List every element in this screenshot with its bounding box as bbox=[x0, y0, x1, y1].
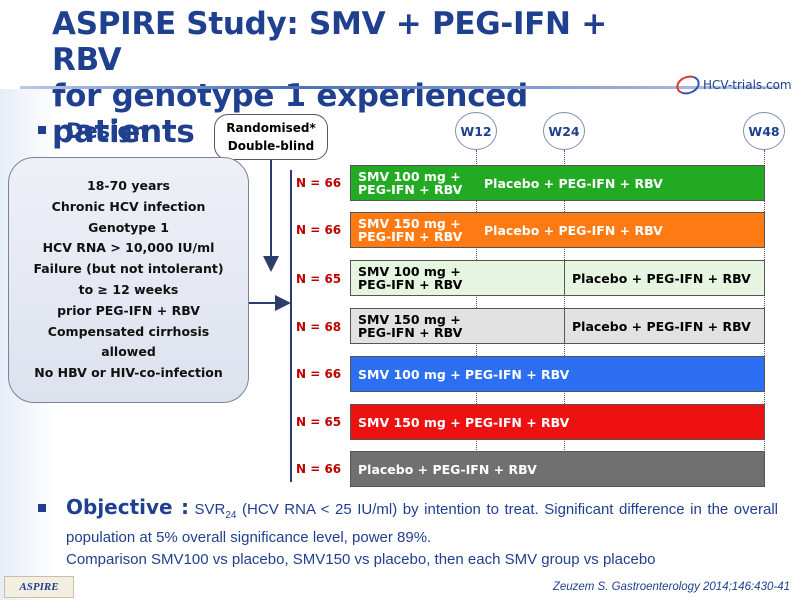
timepoint-w48: W48 bbox=[743, 112, 785, 150]
design-heading: Design bbox=[66, 119, 148, 143]
inclusion-criteria-box: 18-70 years Chronic HCV infection Genoty… bbox=[8, 157, 249, 403]
arm-7-n: N = 66 bbox=[296, 462, 342, 476]
hcv-trials-logo: HCV-trials.com bbox=[673, 72, 792, 98]
criteria-item: Compensated cirrhosis bbox=[47, 323, 210, 339]
criteria-item: 18-70 years bbox=[87, 178, 170, 193]
arm-7-bar: Placebo + PEG-IFN + RBV bbox=[350, 451, 765, 487]
randomisation-box: Randomised* Double-blind bbox=[214, 114, 328, 160]
study-tag: ASPIRE bbox=[4, 576, 74, 598]
randomised-label: Randomised* bbox=[226, 121, 316, 135]
arm-2-segment-2: Placebo + PEG-IFN + RBV bbox=[484, 222, 663, 238]
arm-4-seg1-line1: SMV 150 mg + bbox=[358, 312, 461, 327]
logo-text: HCV-trials.com bbox=[703, 78, 792, 92]
criteria-item: prior PEG-IFN + RBV bbox=[57, 302, 200, 318]
objective-svr-subscript: 24 bbox=[225, 510, 237, 521]
arm-5-segment-1: SMV 100 mg + PEG-IFN + RBV bbox=[358, 366, 570, 382]
arm-2-bar: SMV 150 mg + PEG-IFN + RBV Placebo + PEG… bbox=[350, 212, 765, 248]
arm-4-segment-2: Placebo + PEG-IFN + RBV bbox=[572, 318, 751, 334]
arm-6-bar: SMV 150 mg + PEG-IFN + RBV bbox=[350, 404, 765, 440]
arm-3-bar: SMV 100 mg + PEG-IFN + RBV Placebo + PEG… bbox=[350, 260, 765, 296]
objective-description: (HCV RNA < 25 IU/ml) by intention to tre… bbox=[66, 501, 778, 546]
timepoint-w12: W12 bbox=[455, 112, 497, 150]
criteria-item: allowed bbox=[101, 344, 156, 360]
arm-3-n: N = 65 bbox=[296, 272, 342, 286]
arm-2-seg1-line1: SMV 150 mg + bbox=[358, 216, 461, 231]
criteria-item: No HBV or HIV-co-infection bbox=[34, 365, 223, 381]
arm-5-bar: SMV 100 mg + PEG-IFN + RBV bbox=[350, 356, 765, 392]
arm-1-n: N = 66 bbox=[296, 176, 342, 190]
arm-2-n: N = 66 bbox=[296, 223, 342, 237]
arm-1-seg1-line2: PEG-IFN + RBV bbox=[358, 182, 463, 197]
timepoint-w24: W24 bbox=[543, 112, 585, 150]
arm-1-segment-2: Placebo + PEG-IFN + RBV bbox=[484, 175, 663, 191]
arm-4-seg1-line2: PEG-IFN + RBV bbox=[358, 325, 463, 340]
slide-title: ASPIRE Study: SMV + PEG-IFN + RBV for ge… bbox=[52, 6, 672, 150]
criteria-item: Genotype 1 bbox=[88, 219, 169, 235]
bullet-icon bbox=[38, 126, 46, 134]
criteria-item: Failure (but not intolerant) bbox=[33, 261, 224, 277]
arm-1-seg1-line1: SMV 100 mg + bbox=[358, 169, 461, 184]
criteria-item: HCV RNA > 10,000 IU/ml bbox=[42, 240, 215, 256]
double-blind-label: Double-blind bbox=[227, 139, 315, 153]
arm-2-seg1-line2: PEG-IFN + RBV bbox=[358, 229, 463, 244]
objective-label: Objective : bbox=[66, 495, 189, 519]
arm-3-segment-1: SMV 100 mg + PEG-IFN + RBV bbox=[351, 261, 565, 295]
arm-4-bar: SMV 150 mg + PEG-IFN + RBV Placebo + PEG… bbox=[350, 308, 765, 344]
title-line-1: ASPIRE Study: SMV + PEG-IFN + RBV bbox=[52, 6, 607, 78]
objective-text: Objective : SVR24 (HCV RNA < 25 IU/ml) b… bbox=[66, 496, 778, 549]
arm-2-segment-1: SMV 150 mg + PEG-IFN + RBV bbox=[351, 213, 477, 247]
criteria-item: to ≥ 12 weeks bbox=[78, 281, 179, 297]
comparison-text: Comparison SMV100 vs placebo, SMV150 vs … bbox=[66, 551, 656, 568]
arm-3-seg1-line2: PEG-IFN + RBV bbox=[358, 277, 463, 292]
arm-3-segment-2: Placebo + PEG-IFN + RBV bbox=[572, 270, 751, 286]
arm-3-seg1-line1: SMV 100 mg + bbox=[358, 264, 461, 279]
criteria-item: Chronic HCV infection bbox=[51, 198, 206, 214]
citation: Zeuzem S. Gastroenterology 2014;146:430-… bbox=[552, 581, 790, 593]
title-line-2: for genotype 1 experienced patients bbox=[52, 78, 528, 150]
arm-6-n: N = 65 bbox=[296, 415, 342, 429]
bullet-icon bbox=[38, 504, 46, 512]
arm-4-segment-1: SMV 150 mg + PEG-IFN + RBV bbox=[351, 309, 565, 343]
arm-1-bar: SMV 100 mg + PEG-IFN + RBV Placebo + PEG… bbox=[350, 165, 765, 201]
arm-7-segment-1: Placebo + PEG-IFN + RBV bbox=[358, 461, 537, 477]
arm-4-n: N = 68 bbox=[296, 320, 342, 334]
arm-6-segment-1: SMV 150 mg + PEG-IFN + RBV bbox=[358, 414, 570, 430]
objective-svr: SVR bbox=[194, 501, 226, 518]
arm-1-segment-1: SMV 100 mg + PEG-IFN + RBV bbox=[351, 166, 477, 200]
arm-5-n: N = 66 bbox=[296, 367, 342, 381]
title-divider bbox=[20, 86, 780, 89]
